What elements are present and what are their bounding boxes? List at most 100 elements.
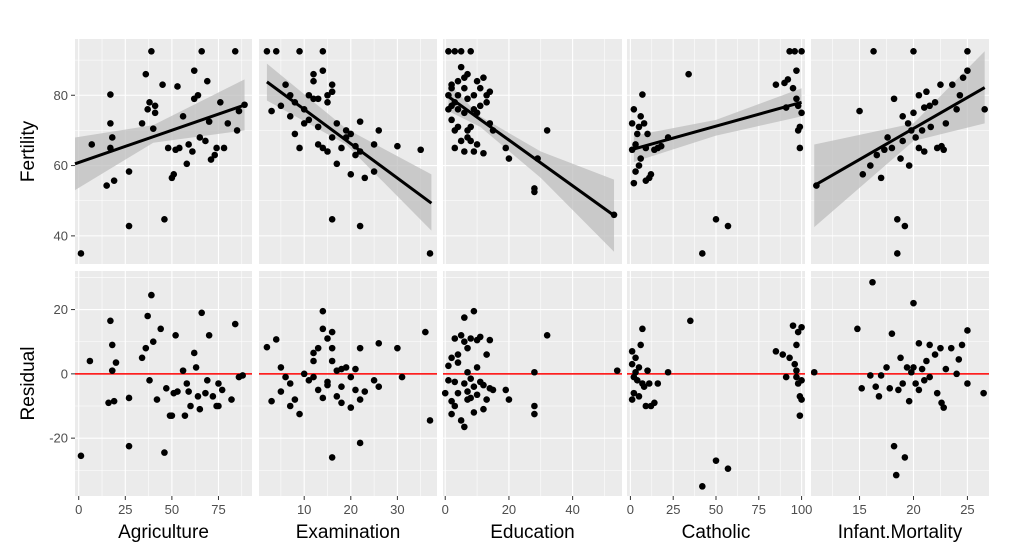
data-point — [926, 102, 933, 110]
x-tick-label: 75 — [211, 502, 225, 517]
data-point — [699, 250, 706, 257]
x-tick-label: 25 — [118, 502, 132, 517]
residual-point — [644, 367, 651, 374]
residual-point — [282, 373, 289, 381]
data-point — [159, 81, 166, 89]
residual-point — [209, 393, 217, 400]
residual-point — [451, 378, 459, 386]
data-point — [142, 70, 150, 78]
residual-point — [314, 344, 322, 352]
panel-catholic-residual — [627, 271, 805, 496]
data-point — [277, 102, 285, 110]
data-point — [890, 95, 898, 103]
residual-point — [890, 442, 898, 450]
data-point — [796, 123, 804, 131]
residual-point — [654, 380, 662, 387]
residual-point — [953, 370, 960, 378]
residual-point — [305, 376, 313, 384]
residual-point — [356, 396, 364, 403]
data-point — [791, 48, 799, 55]
data-point — [144, 106, 151, 113]
data-point — [789, 84, 797, 92]
x-tick-label: 15 — [852, 502, 866, 517]
data-point — [103, 182, 110, 189]
residual-point — [628, 396, 636, 403]
residual-point — [461, 380, 468, 387]
residual-point — [642, 402, 650, 410]
residual-point — [110, 397, 118, 405]
data-point — [877, 174, 885, 182]
residual-point — [179, 367, 187, 374]
x-axis-title-catholic: Catholic — [682, 522, 751, 543]
data-point — [884, 134, 891, 141]
data-point — [445, 48, 452, 55]
residual-point — [422, 328, 429, 336]
residual-point — [942, 365, 950, 373]
data-point — [637, 155, 644, 162]
residual-point — [461, 423, 468, 431]
residual-point — [632, 354, 639, 362]
x-tick-label: 75 — [752, 502, 766, 517]
data-point — [630, 106, 638, 113]
data-point — [110, 177, 118, 184]
x-tick-label: 20 — [906, 502, 920, 517]
data-point — [333, 160, 341, 168]
data-point — [342, 127, 350, 134]
residual-point — [157, 325, 165, 333]
data-point — [235, 107, 243, 115]
data-point — [310, 77, 317, 85]
residual-point — [352, 386, 359, 394]
data-point — [179, 113, 187, 120]
data-point — [915, 91, 923, 99]
panel-background — [259, 271, 437, 496]
residual-point — [153, 396, 161, 403]
data-point — [940, 146, 947, 154]
data-point — [198, 48, 205, 55]
x-axis-title-agriculture: Agriculture — [118, 522, 209, 543]
panel-catholic-fertility — [627, 39, 805, 264]
data-point — [107, 91, 114, 98]
data-point — [202, 137, 209, 145]
residual-point — [328, 328, 336, 336]
data-point — [448, 81, 455, 89]
data-point — [910, 109, 917, 117]
residual-point — [931, 351, 939, 358]
residual-point — [793, 341, 800, 349]
data-point — [772, 81, 780, 89]
data-point — [352, 151, 359, 159]
residual-point — [239, 372, 246, 379]
residual-point — [470, 409, 478, 416]
residual-point — [277, 364, 285, 371]
data-point — [324, 98, 331, 106]
residual-point — [639, 325, 646, 333]
data-point — [543, 127, 551, 134]
residual-point — [483, 351, 490, 358]
residual-point — [231, 320, 239, 328]
data-point — [146, 98, 153, 106]
data-point — [370, 141, 378, 148]
data-point — [291, 130, 299, 138]
x-tick-label: 0 — [75, 502, 82, 517]
residual-point — [632, 368, 639, 376]
data-point — [394, 142, 401, 150]
residual-point — [912, 380, 919, 387]
regression-line — [813, 86, 986, 187]
residual-point — [457, 331, 465, 339]
residual-point — [448, 397, 455, 405]
residual-point — [86, 357, 94, 365]
residual-point — [328, 344, 336, 352]
residual-point — [333, 393, 341, 400]
residual-point — [782, 373, 790, 381]
data-point — [375, 127, 383, 134]
data-point — [319, 48, 327, 55]
residual-point — [300, 370, 308, 378]
residual-point — [324, 381, 331, 389]
residual-point — [291, 396, 299, 403]
data-point — [467, 137, 475, 145]
residual-point — [277, 388, 285, 395]
residual-point — [263, 343, 271, 351]
residual-point — [146, 376, 153, 384]
data-point — [88, 141, 96, 148]
residual-point — [467, 375, 475, 382]
data-point — [784, 76, 792, 83]
